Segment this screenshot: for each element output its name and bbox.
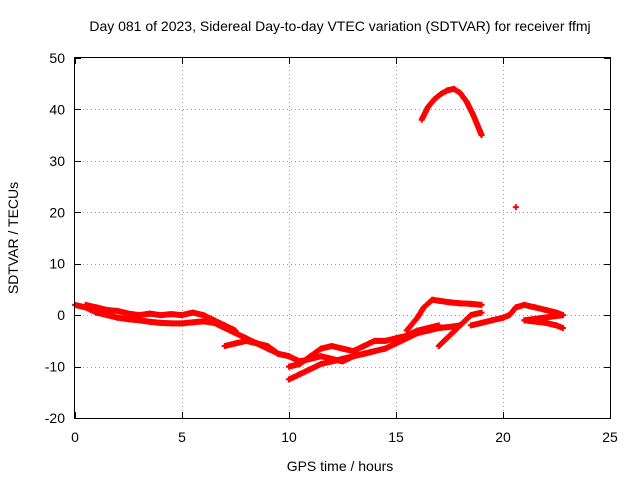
y-tick-label: 10 <box>49 256 65 272</box>
x-tick-label: 25 <box>602 429 618 445</box>
x-tick-label: 15 <box>388 429 404 445</box>
x-tick-label: 5 <box>178 429 186 445</box>
y-axis-label: SDTVAR / TECUs <box>5 182 21 294</box>
data-point-track-a-upper <box>232 327 239 334</box>
data-points <box>72 85 566 383</box>
data-point-arc-high <box>478 132 485 139</box>
data-point-track-e-rising <box>478 309 485 316</box>
y-tick-label: 0 <box>57 307 65 323</box>
data-point-isolated-point <box>512 204 519 211</box>
chart-title: Day 081 of 2023, Sidereal Day-to-day VTE… <box>89 18 590 34</box>
x-tick-label: 10 <box>281 429 297 445</box>
plot-frame <box>74 57 611 419</box>
data-point-track-c-mid <box>435 322 442 329</box>
y-tick-label: 30 <box>49 153 65 169</box>
data-point-track-d-rising <box>478 301 485 308</box>
y-tick-label: -20 <box>45 410 65 426</box>
y-tick-label: 20 <box>49 204 65 220</box>
y-tick-label: 40 <box>49 101 65 117</box>
y-tick-label: -10 <box>45 359 65 375</box>
tick-labels: 0 5 10 15 20 25 -20 -10 0 10 20 30 40 50 <box>45 50 618 445</box>
x-tick-label: 20 <box>495 429 511 445</box>
x-axis-label: GPS time / hours <box>287 458 394 474</box>
y-tick-label: 50 <box>49 50 65 66</box>
data-point-track-f-tail <box>559 325 566 331</box>
x-tick-label: 0 <box>71 429 79 445</box>
